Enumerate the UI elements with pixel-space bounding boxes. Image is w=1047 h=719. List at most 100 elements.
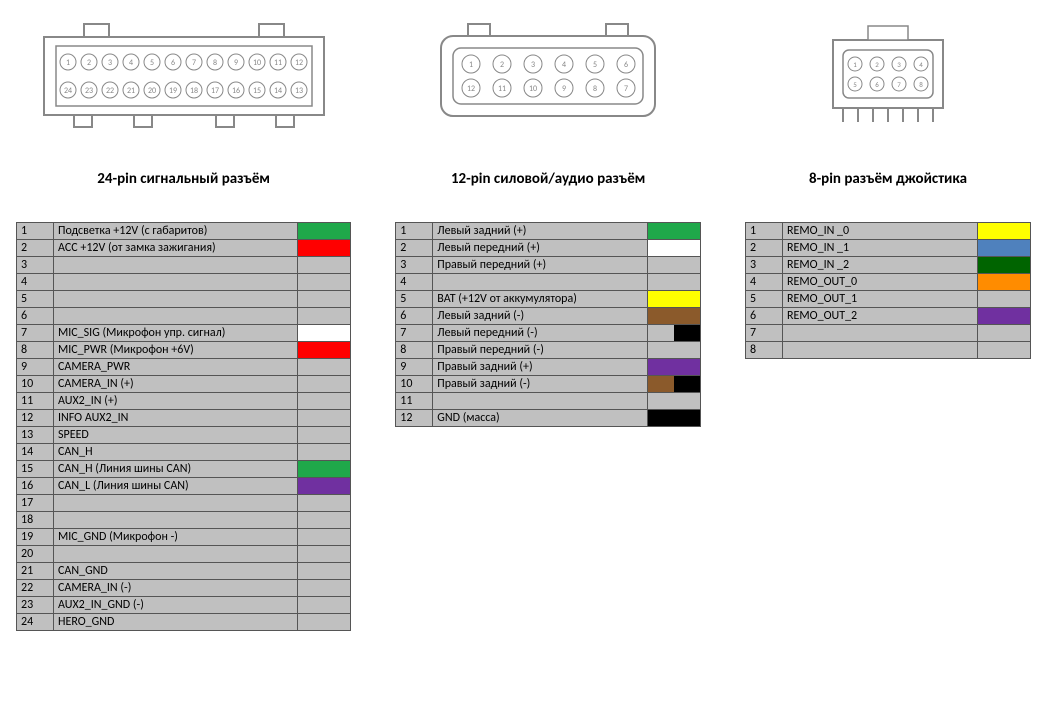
svg-text:4: 4	[129, 58, 133, 68]
pin-label	[783, 325, 978, 342]
wire-color-swatch	[298, 359, 351, 376]
table24-row: 4	[17, 274, 351, 291]
svg-text:2: 2	[87, 58, 91, 68]
pin-label: REMO_IN _1	[783, 240, 978, 257]
pin-label: INFO AUX2_IN	[54, 410, 298, 427]
svg-text:21: 21	[127, 86, 135, 96]
pin-number: 1	[17, 223, 54, 240]
layout-columns: 123456789101112242322212019181716151413 …	[0, 0, 1047, 651]
pin-number: 10	[396, 376, 433, 393]
wire-color-swatch	[648, 410, 701, 427]
table12-row: 1Левый задний (+)	[396, 223, 701, 240]
wire-color-swatch	[298, 240, 351, 257]
table24-row: 14CAN_H	[17, 444, 351, 461]
table8-row: 4REMO_OUT_0	[746, 274, 1031, 291]
svg-text:6: 6	[171, 58, 175, 68]
pin-number: 2	[396, 240, 433, 257]
svg-text:7: 7	[897, 80, 901, 89]
svg-text:9: 9	[562, 84, 566, 94]
table8-row: 1REMO_IN _0	[746, 223, 1031, 240]
wire-color-swatch	[648, 393, 701, 410]
pin-number: 23	[17, 597, 54, 614]
svg-text:7: 7	[624, 84, 628, 94]
wire-color-swatch	[298, 614, 351, 631]
table24-row: 15CAN_H (Линия шины CAN)	[17, 461, 351, 478]
pin-number: 3	[746, 257, 783, 274]
svg-text:8: 8	[919, 80, 923, 89]
table24-row: 20	[17, 546, 351, 563]
wire-color-swatch	[298, 393, 351, 410]
table24-row: 11AUX2_IN (+)	[17, 393, 351, 410]
pin-number: 3	[396, 257, 433, 274]
table8-row: 7	[746, 325, 1031, 342]
wire-color-swatch	[298, 597, 351, 614]
svg-text:5: 5	[853, 80, 857, 89]
pin-label: Левый передний (+)	[433, 240, 648, 257]
pin-number: 21	[17, 563, 54, 580]
svg-text:7: 7	[192, 58, 196, 68]
pin-label	[433, 393, 648, 410]
table8-row: 3REMO_IN _2	[746, 257, 1031, 274]
connector-24pin-diagram: 123456789101112242322212019181716151413	[34, 12, 334, 142]
wire-color-swatch	[978, 274, 1031, 291]
wire-color-swatch	[298, 291, 351, 308]
pin-label: Правый задний (-)	[433, 376, 648, 393]
wire-color-swatch	[978, 308, 1031, 325]
svg-text:23: 23	[85, 86, 93, 96]
table24-row: 3	[17, 257, 351, 274]
pin-label: MIC_GND (Микрофон -)	[54, 529, 298, 546]
svg-text:2: 2	[875, 60, 879, 69]
pin-label	[433, 274, 648, 291]
wire-color-swatch	[648, 291, 701, 308]
table24-row: 9CAMERA_PWR	[17, 359, 351, 376]
pin-number: 7	[396, 325, 433, 342]
svg-text:15: 15	[253, 86, 261, 96]
pin-number: 8	[746, 342, 783, 359]
table8-row: 8	[746, 342, 1031, 359]
pin-label	[54, 546, 298, 563]
svg-text:16: 16	[232, 86, 240, 96]
svg-text:19: 19	[169, 86, 177, 96]
pin-label: AUX2_IN_GND (-)	[54, 597, 298, 614]
table8-row: 5REMO_OUT_1	[746, 291, 1031, 308]
wire-color-swatch	[298, 376, 351, 393]
table24-row: 1Подсветка +12V (с габаритов)	[17, 223, 351, 240]
pin-number: 19	[17, 529, 54, 546]
svg-text:4: 4	[919, 60, 923, 69]
svg-text:13: 13	[295, 86, 303, 96]
pin-number: 10	[17, 376, 54, 393]
pin-number: 11	[396, 393, 433, 410]
svg-text:8: 8	[213, 58, 217, 68]
wire-color-swatch	[978, 240, 1031, 257]
pin-number: 6	[746, 308, 783, 325]
pin-number: 1	[746, 223, 783, 240]
pin-label	[54, 291, 298, 308]
wire-color-swatch	[298, 580, 351, 597]
pin-label: HERO_GND	[54, 614, 298, 631]
wire-color-swatch	[978, 291, 1031, 308]
column-8pin: 12345678 8-pin разъём джойстика 1REMO_IN…	[745, 12, 1031, 359]
pin-label: Правый задний (+)	[433, 359, 648, 376]
svg-text:14: 14	[274, 86, 282, 96]
wire-color-swatch	[298, 563, 351, 580]
svg-text:4: 4	[562, 60, 566, 70]
wire-color-swatch	[298, 342, 351, 359]
svg-text:11: 11	[498, 84, 506, 94]
wire-color-swatch	[298, 444, 351, 461]
table12-row: 5BAT (+12V от аккумулятора)	[396, 291, 701, 308]
wire-color-swatch	[298, 427, 351, 444]
table24-row: 22CAMERA_IN (-)	[17, 580, 351, 597]
table24-row: 10CAMERA_IN (+)	[17, 376, 351, 393]
pin-label: Левый передний (-)	[433, 325, 648, 342]
pin-label: MIC_PWR (Микрофон +6V)	[54, 342, 298, 359]
pin-label: CAMERA_PWR	[54, 359, 298, 376]
svg-text:1: 1	[66, 58, 70, 68]
wire-color-swatch	[298, 410, 351, 427]
pin-label: REMO_IN _2	[783, 257, 978, 274]
wire-color-swatch	[978, 257, 1031, 274]
pin-number: 9	[17, 359, 54, 376]
pin-number: 13	[17, 427, 54, 444]
pin-number: 18	[17, 512, 54, 529]
wire-color-swatch	[648, 342, 701, 359]
pin-number: 14	[17, 444, 54, 461]
